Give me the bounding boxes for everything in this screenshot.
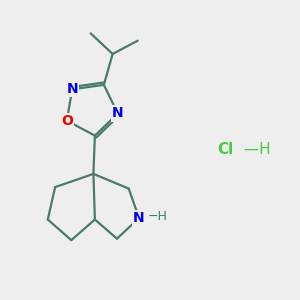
Text: N: N [112,106,124,121]
Text: −H: −H [147,210,167,224]
Text: Cl: Cl [218,142,234,158]
Text: N: N [67,82,78,96]
Text: —H: —H [239,142,271,158]
Text: O: O [61,114,73,128]
Text: N: N [133,211,145,225]
